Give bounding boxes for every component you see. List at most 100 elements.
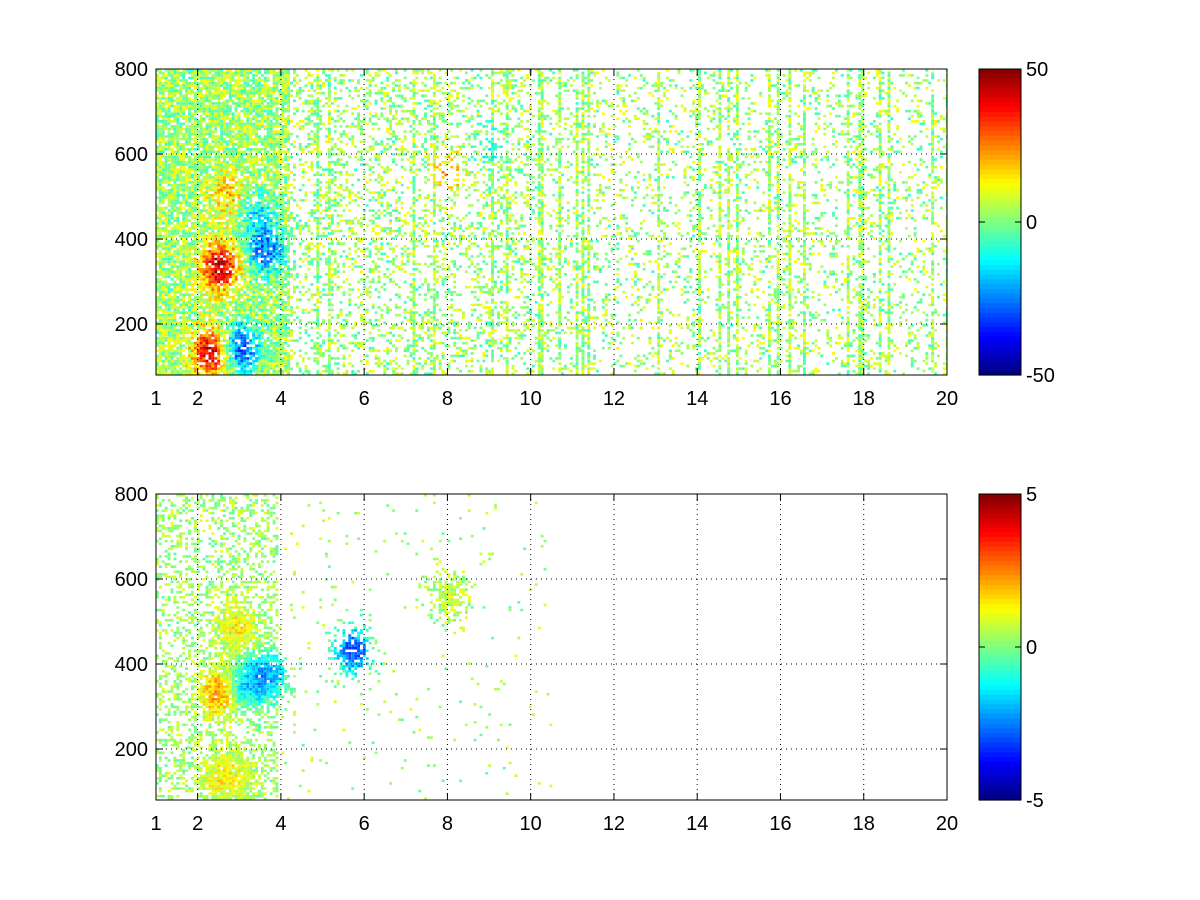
- heat-cell: [258, 364, 261, 368]
- heat-cell: [176, 99, 180, 103]
- heat-cell: [199, 71, 203, 75]
- heat-cell: [161, 275, 165, 279]
- heat-cell: [237, 257, 241, 261]
- heat-cell: [199, 97, 203, 100]
- heat-cell: [260, 275, 264, 279]
- heat-cell: [290, 143, 293, 146]
- heat-cell: [263, 339, 267, 342]
- heat-cell: [266, 357, 270, 360]
- heat-cell: [161, 262, 165, 266]
- heat-cell: [307, 262, 311, 266]
- heat-cell: [234, 122, 238, 126]
- heat-cell: [290, 367, 293, 370]
- heat-cell: [278, 250, 282, 253]
- heat-cell: [214, 193, 218, 197]
- heat-cell: [260, 372, 264, 375]
- heat-cell: [173, 262, 177, 266]
- heat-cell: [193, 158, 197, 161]
- heat-cell: [263, 278, 267, 281]
- heat-cell: [191, 76, 194, 80]
- heat-cell: [167, 148, 171, 151]
- heat-cell: [249, 209, 253, 212]
- heat-cell: [191, 270, 194, 273]
- heat-cell: [231, 346, 235, 350]
- heat-cell: [170, 216, 174, 220]
- heat-cell: [234, 352, 238, 355]
- heat-cell: [272, 326, 276, 330]
- heat-cell: [196, 252, 200, 256]
- heat-cell: [284, 132, 288, 136]
- heat-cell: [246, 117, 250, 120]
- heat-cell: [193, 346, 197, 350]
- heat-cell: [223, 81, 226, 85]
- heat-cell: [214, 265, 218, 268]
- heat-cell: [281, 255, 285, 258]
- heat-cell: [173, 183, 177, 187]
- heat-cell: [214, 227, 218, 230]
- heat-cell: [281, 209, 285, 212]
- heat-cell: [217, 163, 221, 166]
- heat-cell: [220, 369, 223, 373]
- heat-cell: [156, 150, 159, 154]
- heat-cell: [275, 283, 279, 286]
- heat-cell: [284, 306, 288, 309]
- heat-cell: [287, 130, 290, 133]
- heat-cell: [258, 201, 261, 205]
- heat-cell: [167, 104, 171, 108]
- heat-cell: [249, 196, 253, 200]
- heat-cell: [234, 245, 238, 248]
- heat-cell: [193, 265, 197, 268]
- heat-cell: [287, 206, 290, 210]
- heat-cell: [284, 74, 288, 77]
- heat-cell: [214, 247, 218, 251]
- heat-cell: [240, 99, 244, 103]
- heat-cell: [164, 267, 168, 271]
- heat-cell: [217, 188, 221, 192]
- heat-cell: [225, 206, 229, 210]
- heat-cell: [211, 122, 215, 126]
- heat-cell: [170, 86, 174, 90]
- heat-cell: [188, 109, 191, 113]
- heat-cell: [208, 278, 212, 281]
- heat-cell: [278, 143, 282, 146]
- heat-cell: [191, 324, 194, 327]
- heat-cell: [310, 326, 314, 330]
- heat-cell: [170, 89, 174, 92]
- heat-cell: [260, 260, 264, 263]
- heat-cell: [223, 196, 226, 200]
- heat-cell: [193, 362, 197, 365]
- heat-cell: [260, 359, 264, 363]
- heat-cell: [252, 301, 256, 304]
- heat-cell: [234, 97, 238, 100]
- heat-cell: [237, 364, 241, 368]
- heat-cell: [228, 86, 232, 90]
- heat-cell: [272, 86, 276, 90]
- heat-cell: [266, 222, 270, 225]
- heat-cell: [225, 219, 229, 222]
- heat-cell: [199, 336, 203, 340]
- heat-cell: [208, 273, 212, 276]
- heat-cell: [234, 143, 238, 146]
- heat-cell: [208, 186, 212, 189]
- heat-cell: [260, 109, 264, 113]
- heat-cell: [281, 201, 285, 205]
- heat-cell: [234, 94, 238, 98]
- heat-cell: [284, 321, 288, 324]
- heat-cell: [237, 354, 241, 358]
- heat-cell: [158, 288, 162, 291]
- heat-cell: [173, 341, 177, 345]
- heat-cell: [161, 349, 165, 353]
- heat-cell: [167, 290, 171, 294]
- heat-cell: [275, 239, 279, 243]
- heat-cell: [240, 163, 244, 166]
- heat-cell: [217, 99, 221, 103]
- heat-cell: [199, 132, 203, 136]
- heat-cell: [196, 196, 200, 200]
- heat-cell: [249, 290, 253, 294]
- heat-cell: [223, 109, 226, 113]
- heat-cell: [272, 364, 276, 368]
- heat-cell: [196, 109, 200, 113]
- heat-cell: [249, 206, 253, 210]
- heat-cell: [272, 362, 276, 365]
- heat-cell: [223, 193, 226, 197]
